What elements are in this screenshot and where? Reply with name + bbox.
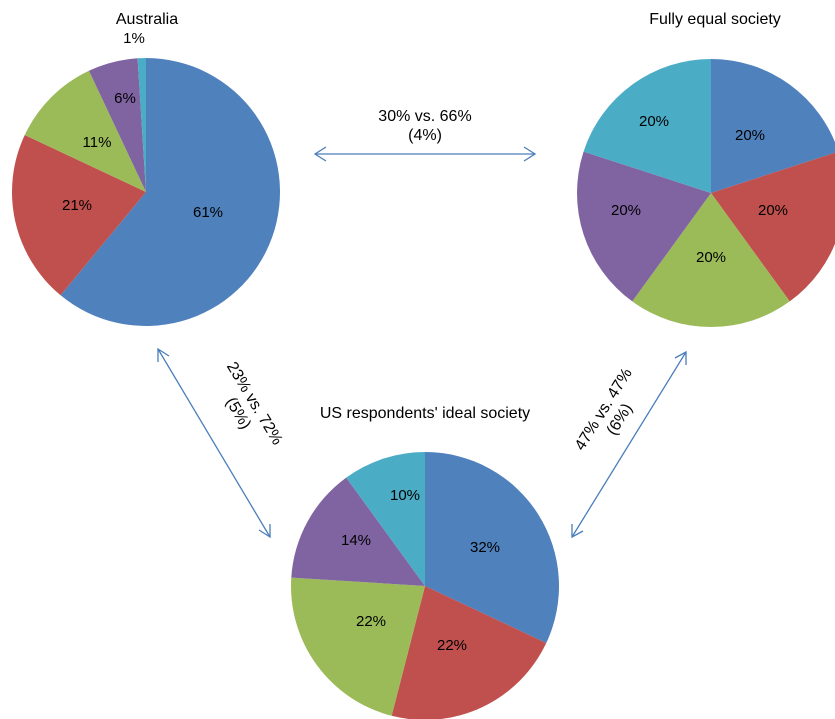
pie-slice xyxy=(24,70,147,192)
arrow-fully-equal-us-ideal xyxy=(571,350,687,539)
pie-slice xyxy=(88,58,146,192)
pie-slice xyxy=(576,151,711,302)
slice-label: 20% xyxy=(696,249,726,266)
pie-slice xyxy=(346,452,425,586)
slice-label: 32% xyxy=(470,539,500,556)
arrow-australia-us-ideal xyxy=(157,347,271,539)
slice-label: 22% xyxy=(437,637,467,654)
slice-label: 20% xyxy=(758,202,788,219)
pie-slice xyxy=(632,193,790,328)
pie-slice xyxy=(711,152,835,302)
pie-slice xyxy=(291,577,425,716)
pie-title-fully-equal: Fully equal society xyxy=(649,11,781,28)
pie-slice xyxy=(583,59,711,193)
slice-label: 6% xyxy=(114,90,136,107)
slice-label: 61% xyxy=(193,204,223,221)
pie-title-us-ideal: US respondents' ideal society xyxy=(320,405,530,422)
pie-title-australia: Australia xyxy=(116,11,178,28)
pie-slice xyxy=(425,452,559,644)
comparison-label-top-line2: (4%) xyxy=(408,127,442,144)
slice-label: 21% xyxy=(62,197,92,214)
pie-slice xyxy=(291,477,425,586)
pie-slice xyxy=(391,586,547,719)
comparison-label-top-line1: 30% vs. 66% xyxy=(378,108,471,125)
slice-label: 20% xyxy=(611,202,641,219)
slice-label: 20% xyxy=(639,113,669,130)
pie-slice xyxy=(11,134,147,296)
slice-label: 11% xyxy=(83,134,112,151)
slice-label: 22% xyxy=(356,613,386,630)
slice-label: 10% xyxy=(390,487,420,504)
slice-label: 14% xyxy=(341,532,371,549)
pie-slice xyxy=(60,58,280,326)
pie-us-ideal: 32% 22% 22% 14% 10% xyxy=(291,452,559,719)
pie-fully-equal: 20% 20% 20% 20% 20% xyxy=(576,59,835,328)
slice-label: 20% xyxy=(735,127,765,144)
slice-label: 1% xyxy=(123,30,145,47)
pie-australia: 61% 21% 11% 6% 1% xyxy=(11,30,280,326)
pie-slice xyxy=(137,58,146,192)
arrow-australia-fully-equal xyxy=(313,146,537,162)
pie-slice xyxy=(711,59,835,193)
